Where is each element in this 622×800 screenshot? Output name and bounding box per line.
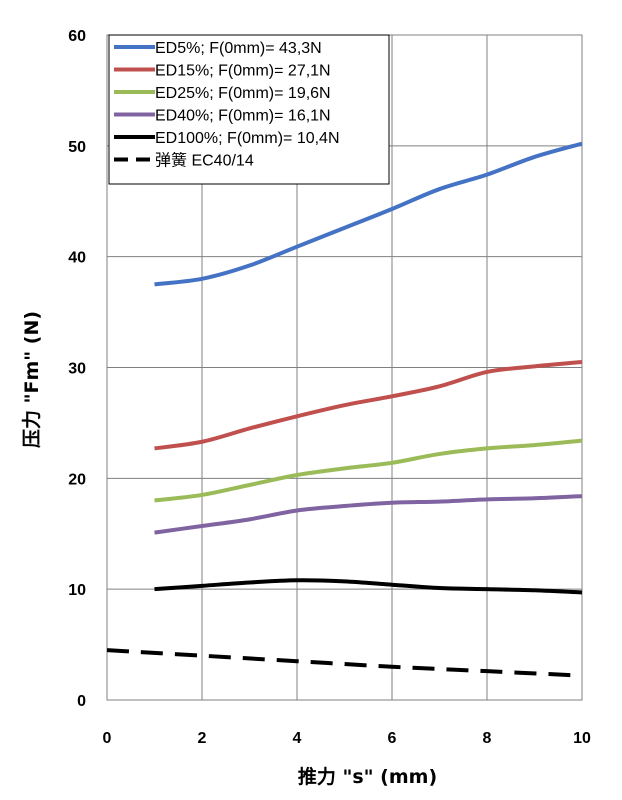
x-tick-label: 8 xyxy=(483,730,492,747)
legend-label: 弹簧 EC40/14 xyxy=(155,151,254,170)
x-tick-label: 0 xyxy=(103,730,112,747)
y-tick-label: 0 xyxy=(77,693,86,710)
x-axis-title: 推力 "s" (mm) xyxy=(298,765,437,788)
y-tick-label: 40 xyxy=(68,250,86,267)
y-tick-label: 30 xyxy=(68,361,86,378)
series-line-3 xyxy=(154,494,583,535)
legend-label: ED100%; F(0mm)= 10,4N xyxy=(155,130,340,147)
legend-item: ED5%; F(0mm)= 43,3N xyxy=(114,40,322,57)
legend-item: ED25%; F(0mm)= 19,6N xyxy=(114,85,331,102)
legend-box xyxy=(108,34,390,185)
series-line-2 xyxy=(154,438,583,503)
legend-label: ED40%; F(0mm)= 16,1N xyxy=(155,108,331,125)
series-line-0 xyxy=(154,141,583,287)
x-tick-label: 2 xyxy=(198,730,207,747)
series-lines xyxy=(106,141,583,678)
legend-label: ED5%; F(0mm)= 43,3N xyxy=(155,40,322,57)
y-tick-label: 10 xyxy=(68,582,86,599)
legend-item: ED40%; F(0mm)= 16,1N xyxy=(114,108,331,125)
legend-item: 弹簧 EC40/14 xyxy=(114,151,254,170)
y-axis-title: 压力 "Fm" (N) xyxy=(20,311,43,448)
legend-label: ED15%; F(0mm)= 27,1N xyxy=(155,63,331,80)
y-tick-label: 20 xyxy=(68,471,86,488)
x-tick-label: 6 xyxy=(388,730,397,747)
axis-ticks: 0 10 20 30 40 50 60 0 2 4 6 8 10 xyxy=(68,28,591,747)
legend: ED5%; F(0mm)= 43,3N ED15%; F(0mm)= 27,1N E… xyxy=(108,34,390,185)
legend-label: ED25%; F(0mm)= 19,6N xyxy=(155,85,331,102)
x-tick-label: 10 xyxy=(573,730,591,747)
series-line-1 xyxy=(154,359,583,451)
legend-item: ED100%; F(0mm)= 10,4N xyxy=(114,130,340,147)
y-tick-label: 60 xyxy=(68,28,86,45)
series-line-4 xyxy=(154,578,583,595)
series-line-5 xyxy=(106,648,583,678)
legend-item: ED15%; F(0mm)= 27,1N xyxy=(114,63,331,80)
y-tick-label: 50 xyxy=(68,139,86,156)
x-tick-label: 4 xyxy=(293,730,302,747)
